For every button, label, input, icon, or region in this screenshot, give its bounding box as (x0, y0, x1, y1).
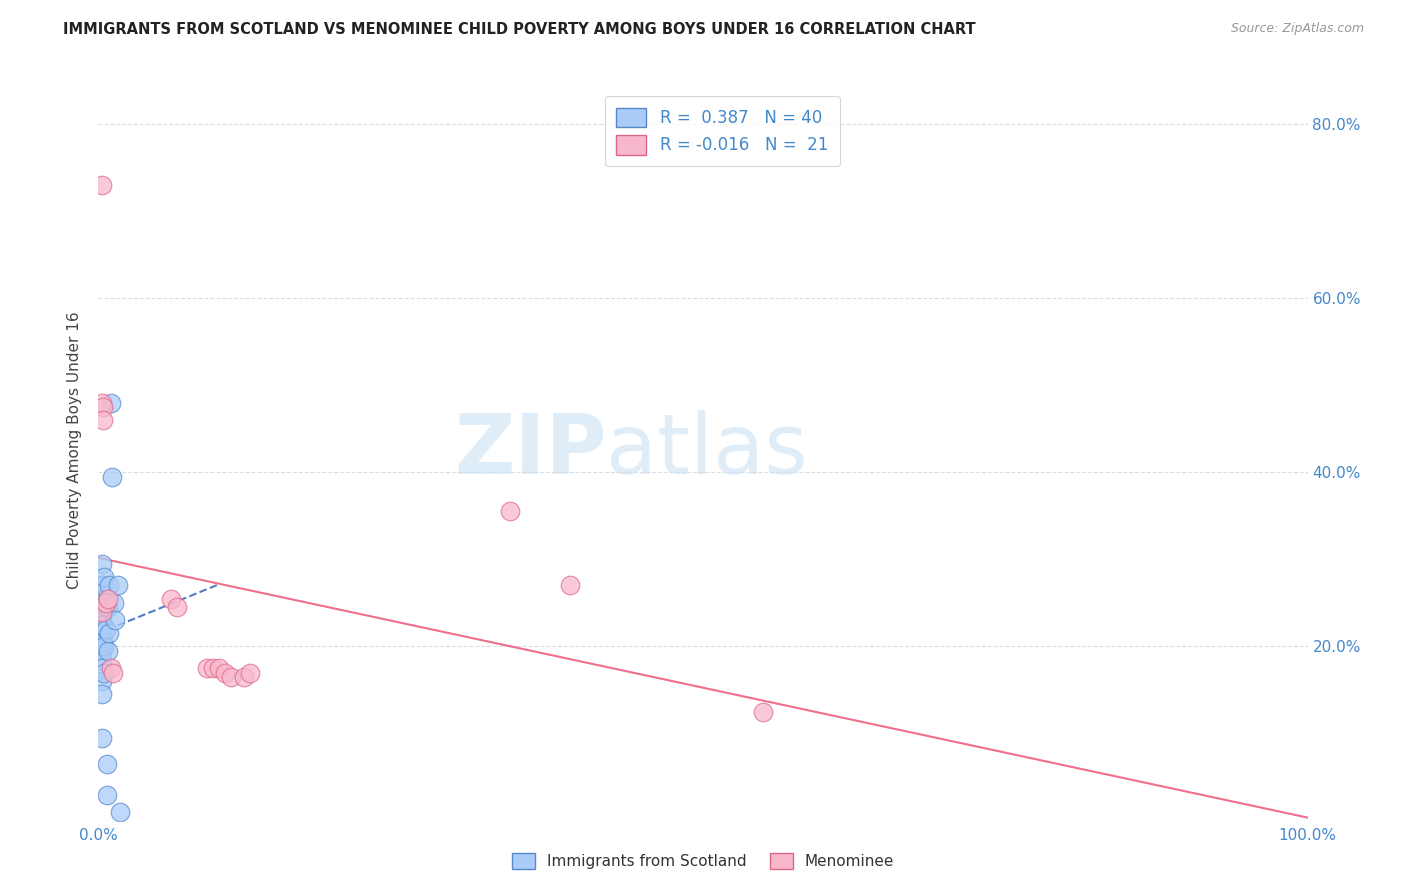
Point (93, 665, 115, 680)
Point (91, 578, 114, 592)
Point (91, 631, 114, 645)
Point (91, 674, 114, 689)
Point (91, 400, 114, 414)
Point (108, 805, 131, 819)
Point (101, 665, 124, 680)
Y-axis label: Child Poverty Among Boys Under 16: Child Poverty Among Boys Under 16 (67, 311, 83, 590)
Point (91, 607, 114, 621)
Point (166, 600, 188, 615)
Point (98, 626, 121, 640)
Point (91, 615, 114, 629)
Point (498, 504, 520, 518)
Point (91, 605, 114, 619)
Point (93, 570, 115, 584)
Point (221, 670, 243, 684)
Point (107, 578, 129, 592)
Point (100, 395, 122, 409)
Point (91, 635, 114, 649)
Point (91, 661, 114, 675)
Point (91, 731, 114, 745)
Point (91, 620, 114, 634)
Point (91, 687, 114, 701)
Point (96, 788, 118, 802)
Point (104, 613, 127, 627)
Point (91, 605, 114, 619)
Point (91, 624, 114, 639)
Point (91, 609, 114, 624)
Point (160, 591, 183, 606)
Point (214, 665, 236, 680)
Text: Source: ZipAtlas.com: Source: ZipAtlas.com (1230, 22, 1364, 36)
Point (97, 591, 120, 606)
Point (91, 557, 114, 571)
Point (100, 469, 122, 483)
Point (100, 661, 122, 675)
Point (91, 600, 114, 615)
Point (91, 178, 114, 192)
Text: atlas: atlas (606, 410, 808, 491)
Point (91, 395, 114, 409)
Point (239, 665, 262, 680)
Point (94, 622, 117, 636)
Point (91, 578, 114, 592)
Text: ZIP: ZIP (454, 410, 606, 491)
Legend: Immigrants from Scotland, Menominee: Immigrants from Scotland, Menominee (506, 847, 900, 875)
Point (91, 640, 114, 654)
Point (103, 596, 125, 610)
Point (91, 413, 114, 427)
Point (98, 578, 121, 592)
Point (91, 591, 114, 606)
Point (91, 644, 114, 658)
Point (96, 757, 118, 772)
Point (94, 596, 117, 610)
Point (91, 652, 114, 666)
Point (558, 578, 581, 592)
Point (202, 661, 225, 675)
Point (91, 635, 114, 649)
Point (93, 640, 115, 654)
Point (97, 600, 120, 615)
Point (94, 600, 117, 615)
Text: IMMIGRANTS FROM SCOTLAND VS MENOMINEE CHILD POVERTY AMONG BOYS UNDER 16 CORRELAT: IMMIGRANTS FROM SCOTLAND VS MENOMINEE CH… (63, 22, 976, 37)
Point (752, 705, 775, 719)
Point (195, 661, 218, 675)
Point (208, 661, 231, 675)
Point (91, 596, 114, 610)
Point (232, 670, 254, 684)
Point (97, 644, 120, 658)
Legend: R =  0.387   N = 40, R = -0.016   N =  21: R = 0.387 N = 40, R = -0.016 N = 21 (605, 96, 839, 166)
Point (91, 617, 114, 632)
